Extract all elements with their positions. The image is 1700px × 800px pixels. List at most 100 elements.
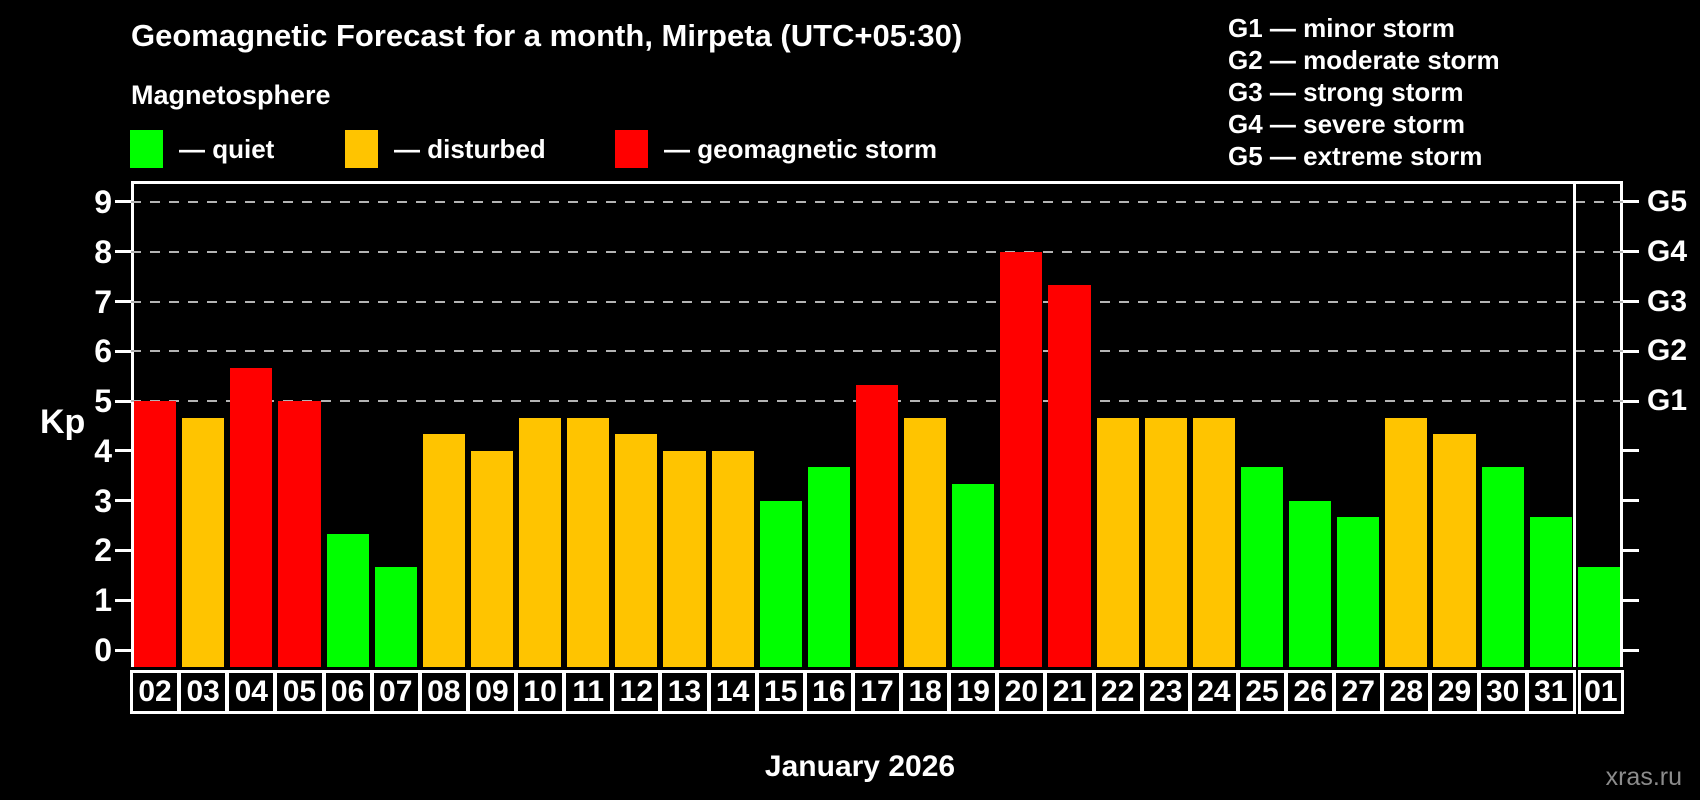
day-label-05: 05 (274, 670, 325, 714)
y-tick-right-5 (1623, 399, 1639, 403)
y-tick-right-8 (1623, 250, 1639, 254)
g-legend-line-1: G1 — minor storm (1228, 13, 1455, 43)
bar-day-18 (904, 417, 947, 667)
bar-day-09 (470, 450, 514, 667)
day-label-25: 25 (1236, 670, 1288, 714)
magnetosphere-label: Magnetosphere (131, 80, 331, 110)
day-label-27: 27 (1333, 670, 1384, 714)
y-tick-label-7: 7 (94, 283, 112, 320)
y-tick-left-8 (115, 250, 131, 254)
day-label-23: 23 (1140, 670, 1191, 714)
day-label-17: 17 (851, 670, 903, 714)
day-label-14: 14 (707, 670, 758, 714)
g-legend-line-5: G5 — extreme storm (1228, 141, 1483, 171)
bar-day-08 (422, 434, 465, 667)
y-tick-left-1 (115, 598, 131, 602)
y-tick-right-0 (1623, 648, 1639, 652)
bar-day-21 (1048, 285, 1091, 667)
day-label-07: 07 (370, 670, 421, 714)
bar-day-16 (807, 467, 850, 667)
bar-day-02 (134, 401, 177, 667)
disturbed-swatch-icon (345, 130, 378, 168)
x-axis-title: January 2026 (764, 750, 956, 783)
bar-day-28 (1385, 417, 1428, 667)
day-label-28: 28 (1381, 670, 1432, 714)
bar-day-15 (759, 500, 802, 667)
day-label-15: 15 (755, 670, 806, 714)
gridline-kp-6 (131, 350, 1623, 353)
g-axis-label-G3: G3 (1647, 284, 1688, 318)
y-tick-left-4 (115, 449, 131, 453)
g-axis-label-G2: G2 (1647, 334, 1688, 368)
g-legend-line-2: G2 — moderate storm (1228, 45, 1500, 75)
bar-day-30 (1481, 467, 1524, 667)
g-legend-line-3: G3 — strong storm (1228, 77, 1464, 107)
bar-day-31 (1529, 517, 1572, 667)
day-label-09: 09 (466, 670, 518, 714)
g-legend-line-4: G4 — severe storm (1228, 109, 1466, 139)
y-tick-left-2 (115, 548, 131, 552)
storm-swatch-icon (615, 130, 648, 168)
gridline-kp-9 (131, 200, 1623, 203)
y-tick-left-0 (115, 648, 131, 652)
plot-area (131, 181, 1623, 667)
legend-item-storm: — geomagnetic storm (615, 129, 937, 169)
legend-label-quiet: — quiet (179, 133, 275, 164)
legend-item-quiet: — quiet (130, 129, 274, 169)
y-tick-right-4 (1623, 449, 1639, 453)
y-tick-right-2 (1623, 548, 1639, 552)
legend-label-disturbed: — disturbed (394, 133, 546, 164)
day-label-29: 29 (1429, 670, 1480, 714)
day-label-12: 12 (611, 670, 662, 714)
day-label-19: 19 (948, 670, 999, 714)
bar-day-25 (1240, 467, 1284, 667)
quiet-swatch-icon (130, 130, 163, 168)
month-separator-line (1573, 181, 1577, 667)
legend-item-disturbed: — disturbed (345, 129, 546, 169)
bar-day-04 (230, 367, 273, 667)
day-label-10: 10 (515, 670, 566, 714)
bar-day-26 (1289, 500, 1332, 667)
y-tick-right-6 (1623, 349, 1639, 353)
day-label-06: 06 (322, 670, 373, 714)
y-tick-label-8: 8 (94, 233, 112, 270)
gridline-kp-7 (131, 300, 1623, 303)
bar-day-03 (182, 417, 225, 667)
y-tick-left-5 (115, 399, 131, 403)
y-tick-label-9: 9 (94, 183, 112, 220)
y-tick-label-1: 1 (94, 582, 112, 619)
day-label-22: 22 (1092, 670, 1143, 714)
bar-day-23 (1144, 417, 1187, 667)
bar-day-06 (326, 534, 369, 667)
y-tick-right-3 (1623, 499, 1639, 503)
day-label-16: 16 (803, 670, 854, 714)
day-label-24: 24 (1188, 670, 1239, 714)
y-tick-label-0: 0 (94, 632, 112, 668)
bar-day-27 (1337, 517, 1380, 667)
day-label-04: 04 (226, 670, 277, 714)
chart-title: Geomagnetic Forecast for a month, Mirpet… (131, 18, 963, 53)
day-label-01: 01 (1577, 670, 1624, 714)
bar-day-05 (278, 401, 321, 667)
y-tick-label-4: 4 (94, 432, 112, 469)
g-scale-legend: G1 — minor storm G2 — moderate storm G3 — … (1228, 12, 1500, 172)
g-axis-label-G4: G4 (1647, 234, 1688, 268)
bar-day-13 (663, 450, 706, 667)
bar-day-10 (519, 417, 562, 667)
legend-label-storm: — geomagnetic storm (664, 133, 938, 164)
day-label-30: 30 (1477, 670, 1528, 714)
y-tick-left-7 (115, 300, 131, 304)
y-tick-label-3: 3 (94, 482, 112, 519)
bar-day-29 (1433, 434, 1476, 667)
bar-day-07 (374, 566, 417, 667)
y-tick-label-6: 6 (94, 333, 112, 370)
y-tick-right-9 (1623, 200, 1639, 204)
bar-day-11 (567, 417, 610, 667)
day-label-20: 20 (996, 670, 1047, 714)
bar-day-20 (1000, 251, 1043, 667)
bar-day-24 (1192, 417, 1235, 667)
bar-day-01 (1577, 566, 1620, 667)
day-label-13: 13 (659, 670, 710, 714)
bar-day-19 (952, 484, 995, 667)
bar-day-14 (711, 450, 754, 667)
